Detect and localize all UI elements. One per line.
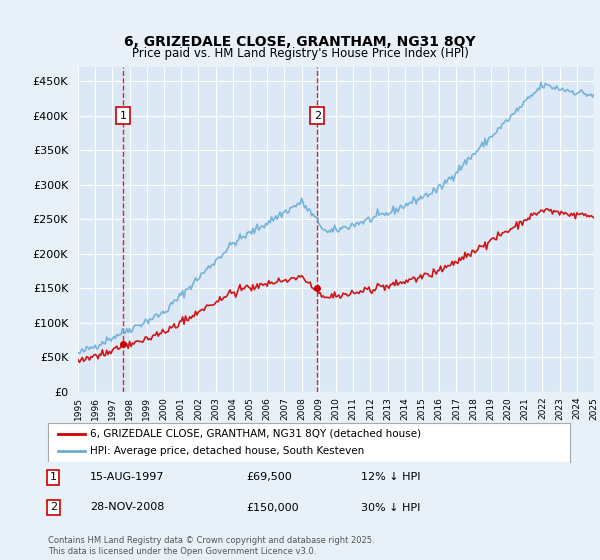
Text: 28-NOV-2008: 28-NOV-2008 (90, 502, 164, 512)
Text: 6, GRIZEDALE CLOSE, GRANTHAM, NG31 8QY: 6, GRIZEDALE CLOSE, GRANTHAM, NG31 8QY (124, 35, 476, 49)
Text: Contains HM Land Registry data © Crown copyright and database right 2025.
This d: Contains HM Land Registry data © Crown c… (48, 536, 374, 556)
Text: £150,000: £150,000 (247, 502, 299, 512)
Text: 1: 1 (50, 473, 57, 482)
Text: Price paid vs. HM Land Registry's House Price Index (HPI): Price paid vs. HM Land Registry's House … (131, 46, 469, 60)
Text: 12% ↓ HPI: 12% ↓ HPI (361, 473, 421, 482)
Text: 15-AUG-1997: 15-AUG-1997 (90, 473, 164, 482)
Text: 30% ↓ HPI: 30% ↓ HPI (361, 502, 421, 512)
Text: 6, GRIZEDALE CLOSE, GRANTHAM, NG31 8QY (detached house): 6, GRIZEDALE CLOSE, GRANTHAM, NG31 8QY (… (90, 429, 421, 439)
Text: 2: 2 (50, 502, 57, 512)
Text: HPI: Average price, detached house, South Kesteven: HPI: Average price, detached house, Sout… (90, 446, 364, 456)
Text: 2: 2 (314, 110, 321, 120)
Text: £69,500: £69,500 (247, 473, 292, 482)
Text: 1: 1 (119, 110, 127, 120)
